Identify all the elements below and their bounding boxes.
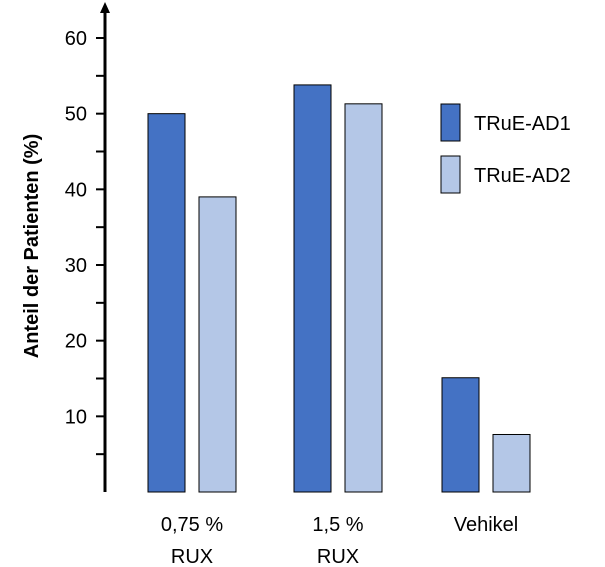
legend-swatch-true-ad2 [440,155,461,194]
y-tick-label: 10 [65,406,87,428]
y-axis-arrow-icon [100,2,110,13]
bars [147,84,531,493]
x-category-label: RUX [171,546,213,567]
legend-label: TRuE-AD1 [474,113,571,135]
legend: TRuE-AD1 TRuE-AD2 [440,103,571,194]
y-tick-label: 30 [65,255,87,277]
x-category-label: 1,5 % [312,514,363,536]
y-tick-label: 50 [65,104,87,126]
y-tick-label: 20 [65,331,87,353]
bar-true-ad2-1 [344,103,383,493]
bar-true-ad1-1 [293,84,332,493]
x-category-label: Vehikel [454,514,519,536]
y-axis-title: Anteil der Patienten (%) [21,134,43,358]
x-category-labels: 0,75 % RUX 1,5 % RUX Vehikel [161,514,518,567]
y-axis [100,2,110,492]
y-ticks: 10 20 30 40 50 60 [65,28,105,456]
bar-true-ad1-2 [441,377,480,493]
y-tick-label: 40 [65,179,87,201]
y-tick-label: 60 [65,28,87,50]
legend-swatch-true-ad1 [440,103,461,142]
legend-label: TRuE-AD2 [474,165,571,187]
bar-true-ad2-0 [198,196,237,493]
bar-true-ad2-2 [492,433,531,493]
bar-true-ad1-0 [147,113,186,493]
x-category-label: 0,75 % [161,514,223,536]
x-category-label: RUX [317,546,359,567]
